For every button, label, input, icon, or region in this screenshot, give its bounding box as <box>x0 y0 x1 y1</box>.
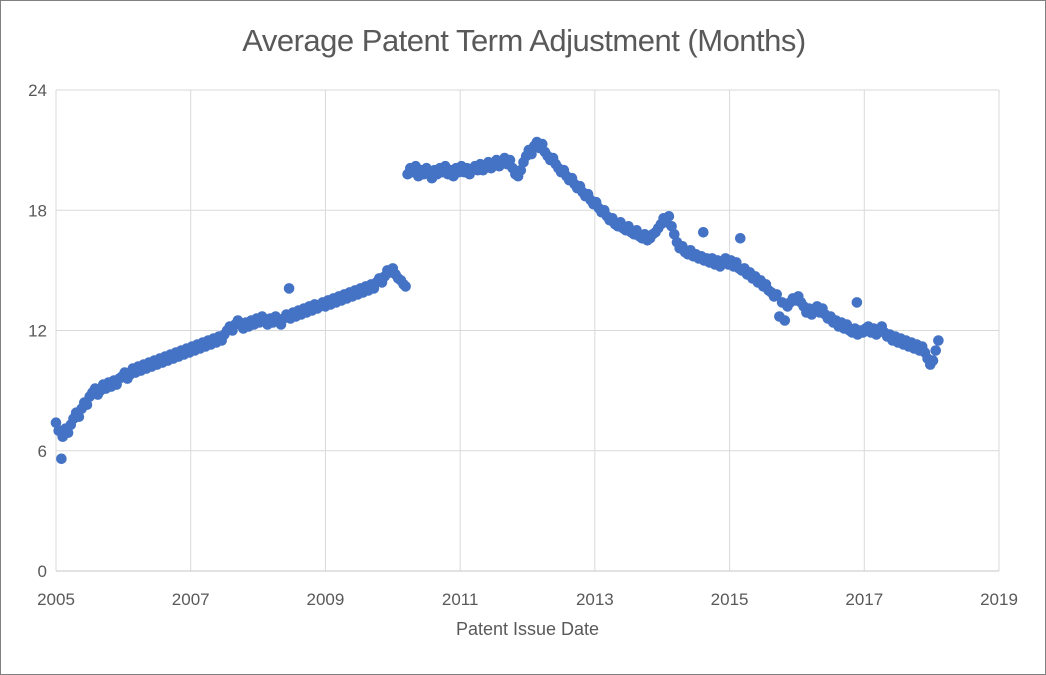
data-point <box>698 227 709 238</box>
y-tick-label: 18 <box>28 201 47 220</box>
y-tick-label: 0 <box>38 562 47 581</box>
x-tick-label: 2015 <box>711 590 749 609</box>
x-tick-label: 2011 <box>442 590 479 609</box>
data-point <box>56 453 67 465</box>
data-point <box>930 345 941 356</box>
x-tick-label: 2019 <box>980 590 1018 609</box>
x-tick-label: 2007 <box>172 590 210 609</box>
data-point <box>504 154 516 166</box>
y-tick-label: 6 <box>38 442 47 461</box>
y-tick-label: 12 <box>28 322 47 341</box>
data-point <box>50 417 62 429</box>
x-tick-label: 2017 <box>845 590 883 609</box>
data-point <box>669 229 680 240</box>
x-tick-label: 2005 <box>37 590 75 609</box>
data-point <box>526 148 537 160</box>
data-point <box>515 164 527 176</box>
data-point <box>927 355 939 366</box>
y-tick-label: 24 <box>28 81 47 100</box>
data-point <box>663 211 675 222</box>
data-point <box>283 283 295 294</box>
data-point <box>537 138 548 150</box>
data-point <box>73 411 85 423</box>
chart-title: Average Patent Term Adjustment (Months) <box>242 23 806 58</box>
x-tick-label: 2013 <box>576 590 614 609</box>
data-point <box>771 289 782 300</box>
data-point <box>666 221 677 232</box>
data-point <box>62 427 74 439</box>
data-point <box>400 281 411 292</box>
data-points <box>50 136 944 465</box>
data-point <box>779 315 791 326</box>
x-axis-title: Patent Issue Date <box>455 619 600 639</box>
tick-labels: 2005 2007 2009 2011 2013 2015 2017 2019 0 6 12 18 24 <box>28 81 1018 609</box>
data-point <box>851 297 863 308</box>
data-point <box>933 335 944 346</box>
data-point <box>81 399 93 411</box>
x-tick-label: 2009 <box>307 590 345 609</box>
data-point <box>735 233 746 244</box>
